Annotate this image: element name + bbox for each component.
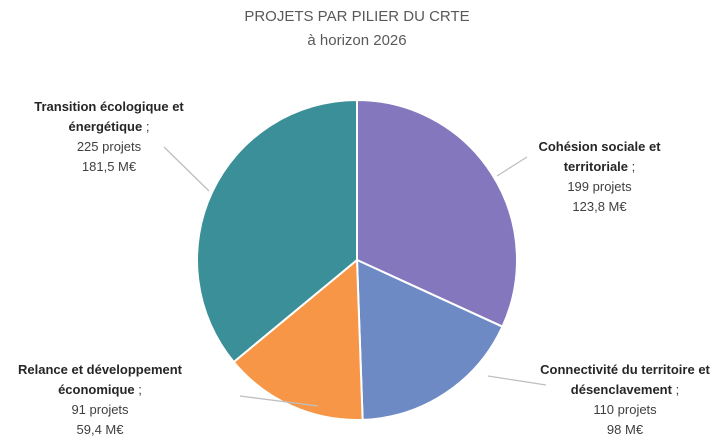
leader-line xyxy=(496,156,528,177)
data-label: Transition écologique et énergétique ; 22… xyxy=(30,97,188,177)
value-label: 199 projets xyxy=(567,179,632,194)
separator: ; xyxy=(138,382,142,397)
category-name: Relance et développement économique xyxy=(18,362,182,397)
label-heading: Connectivité du territoire et désenclave… xyxy=(530,360,720,400)
pie-slice xyxy=(356,98,518,328)
amount-label: 98 M€ xyxy=(606,422,644,436)
pie-slice xyxy=(355,258,504,421)
label-heading: Cohésion sociale et territoriale ; xyxy=(537,137,662,177)
value-label: 91 projets xyxy=(71,402,129,417)
leader-line xyxy=(487,375,547,386)
label-heading: Transition écologique et énergétique ; xyxy=(30,97,188,137)
label-heading: Relance et développement économique ; xyxy=(5,360,195,400)
amount-label: 181,5 M€ xyxy=(81,159,137,174)
separator: ; xyxy=(145,119,150,134)
separator: ; xyxy=(675,382,680,397)
chart-subtitle: à horizon 2026 xyxy=(307,32,407,49)
category-name: Transition écologique et énergétique xyxy=(34,99,184,134)
amount-label: 123,8 M€ xyxy=(572,199,627,214)
category-name: Cohésion sociale et territoriale xyxy=(538,139,661,174)
leader-line xyxy=(239,395,319,407)
category-name: Connectivité du territoire et désenclave… xyxy=(540,362,710,397)
leader-lines xyxy=(163,146,547,407)
data-label: Connectivité du territoire et désenclave… xyxy=(530,360,720,436)
value-label: 225 projets xyxy=(76,139,142,154)
data-label: Cohésion sociale et territoriale ; 199 pr… xyxy=(537,137,662,217)
separator: ; xyxy=(631,159,636,174)
pie-slice xyxy=(196,98,358,364)
amount-label: 59,4 M€ xyxy=(76,422,124,436)
pie-slice xyxy=(232,257,364,421)
data-label: Relance et développement économique ; 91 … xyxy=(5,360,195,436)
value-label: 110 projets xyxy=(593,402,657,417)
chart-title: PROJETS PAR PILIER DU CRTE xyxy=(244,8,470,25)
leader-line xyxy=(163,146,210,192)
